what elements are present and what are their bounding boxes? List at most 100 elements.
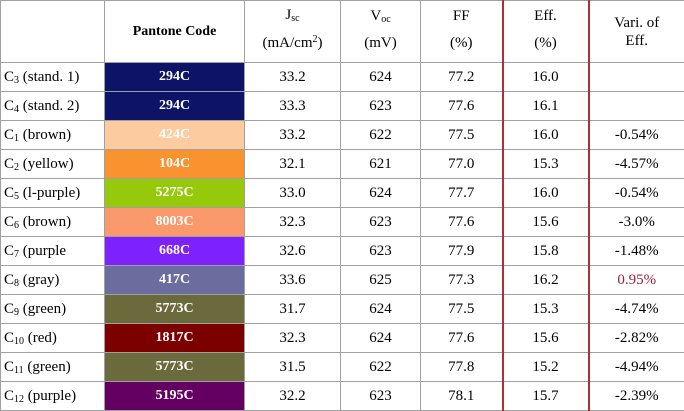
vari-cell bbox=[589, 63, 684, 92]
row-label: C8 (gray) bbox=[1, 266, 105, 295]
jsc-cell: 33.2 bbox=[245, 121, 341, 150]
voc-cell: 621 bbox=[341, 150, 421, 179]
header-text: FF bbox=[421, 8, 502, 25]
row-label: C11 (green) bbox=[1, 353, 105, 382]
label-sub: 7 bbox=[14, 249, 19, 260]
label-sub: 11 bbox=[14, 365, 24, 376]
vari-cell: -1.48% bbox=[589, 237, 684, 266]
label-sub: 9 bbox=[14, 307, 19, 318]
header-cell bbox=[1, 1, 105, 63]
eff-cell: 15.3 bbox=[503, 150, 589, 179]
ff-cell: 77.8 bbox=[421, 353, 503, 382]
ff-cell: 77.9 bbox=[421, 237, 503, 266]
label-sub: 6 bbox=[14, 220, 19, 231]
header-row: Pantone Code Jsc(mA/cm2) Voc(mV) FF(%) E… bbox=[1, 1, 684, 63]
jsc-cell: 32.6 bbox=[245, 237, 341, 266]
header-unit: (mV) bbox=[341, 35, 420, 52]
jsc-cell: 31.5 bbox=[245, 353, 341, 382]
eff-cell: 16.0 bbox=[503, 121, 589, 150]
eff-cell: 15.2 bbox=[503, 353, 589, 382]
label-text: (purple) bbox=[28, 388, 76, 404]
vari-cell: -0.54% bbox=[589, 121, 684, 150]
voc-cell: 623 bbox=[341, 382, 421, 411]
pantone-cell: 294C bbox=[105, 63, 245, 92]
pantone-cell: 1817C bbox=[105, 324, 245, 353]
row-label: C1 (brown) bbox=[1, 121, 105, 150]
jsc-cell: 32.1 bbox=[245, 150, 341, 179]
voc-cell: 624 bbox=[341, 324, 421, 353]
label-text: C bbox=[4, 330, 14, 346]
label-text: (purple bbox=[23, 243, 66, 259]
vari-cell: -0.54% bbox=[589, 179, 684, 208]
row-label: C10 (red) bbox=[1, 324, 105, 353]
label-sub: 5 bbox=[14, 191, 19, 202]
header-sub: oc bbox=[381, 14, 390, 25]
label-text: (stand. 1) bbox=[23, 69, 80, 85]
row-label: C3 (stand. 1) bbox=[1, 63, 105, 92]
voc-cell: 623 bbox=[341, 208, 421, 237]
eff-cell: 16.0 bbox=[503, 179, 589, 208]
voc-cell: 624 bbox=[341, 295, 421, 324]
jsc-cell: 32.3 bbox=[245, 208, 341, 237]
label-text: (green) bbox=[23, 301, 66, 317]
vari-cell bbox=[589, 92, 684, 121]
label-text: (green) bbox=[27, 359, 70, 375]
label-text: C bbox=[4, 156, 14, 172]
ff-cell: 77.7 bbox=[421, 179, 503, 208]
label-sub: 3 bbox=[14, 75, 19, 86]
ff-cell: 77.6 bbox=[421, 208, 503, 237]
label-text: C bbox=[4, 69, 14, 85]
voc-cell: 623 bbox=[341, 92, 421, 121]
label-sub: 2 bbox=[14, 162, 19, 173]
row-label: C9 (green) bbox=[1, 295, 105, 324]
vari-cell: -4.74% bbox=[589, 295, 684, 324]
jsc-cell: 31.7 bbox=[245, 295, 341, 324]
header-sub: sc bbox=[291, 13, 299, 24]
header-unit: (mA/cm bbox=[263, 35, 313, 51]
eff-cell: 16.2 bbox=[503, 266, 589, 295]
pantone-cell: 5773C bbox=[105, 353, 245, 382]
label-text: C bbox=[4, 359, 14, 375]
voc-cell: 625 bbox=[341, 266, 421, 295]
voc-cell: 622 bbox=[341, 353, 421, 382]
header-cell: Pantone Code bbox=[105, 1, 245, 63]
label-text: C bbox=[4, 214, 14, 230]
label-text: (l-purple) bbox=[23, 185, 80, 201]
voc-cell: 623 bbox=[341, 237, 421, 266]
label-text: C bbox=[4, 388, 14, 404]
row-label: C7 (purple bbox=[1, 237, 105, 266]
table-header: Pantone Code Jsc(mA/cm2) Voc(mV) FF(%) E… bbox=[1, 1, 684, 63]
ff-cell: 77.0 bbox=[421, 150, 503, 179]
jsc-cell: 33.6 bbox=[245, 266, 341, 295]
label-sub: 10 bbox=[14, 336, 24, 347]
pantone-cell: 5195C bbox=[105, 382, 245, 411]
label-text: (red) bbox=[28, 330, 57, 346]
header-text: Vari. of Eff. bbox=[602, 14, 672, 50]
label-text: (gray) bbox=[23, 272, 60, 288]
voc-cell: 622 bbox=[341, 121, 421, 150]
eff-cell: 15.8 bbox=[503, 237, 589, 266]
header-cell: Eff.(%) bbox=[503, 1, 589, 63]
row-label: C5 (l-purple) bbox=[1, 179, 105, 208]
pantone-cell: 104C bbox=[105, 150, 245, 179]
eff-cell: 15.3 bbox=[503, 295, 589, 324]
pantone-cell: 8003C bbox=[105, 208, 245, 237]
label-sub: 12 bbox=[14, 394, 24, 405]
ff-cell: 77.5 bbox=[421, 295, 503, 324]
row-label: C4 (stand. 2) bbox=[1, 92, 105, 121]
ff-cell: 77.6 bbox=[421, 324, 503, 353]
header-cell: Vari. of Eff. bbox=[589, 1, 684, 63]
header-text: V bbox=[370, 8, 381, 24]
row-label: C12 (purple) bbox=[1, 382, 105, 411]
vari-cell: -4.57% bbox=[589, 150, 684, 179]
